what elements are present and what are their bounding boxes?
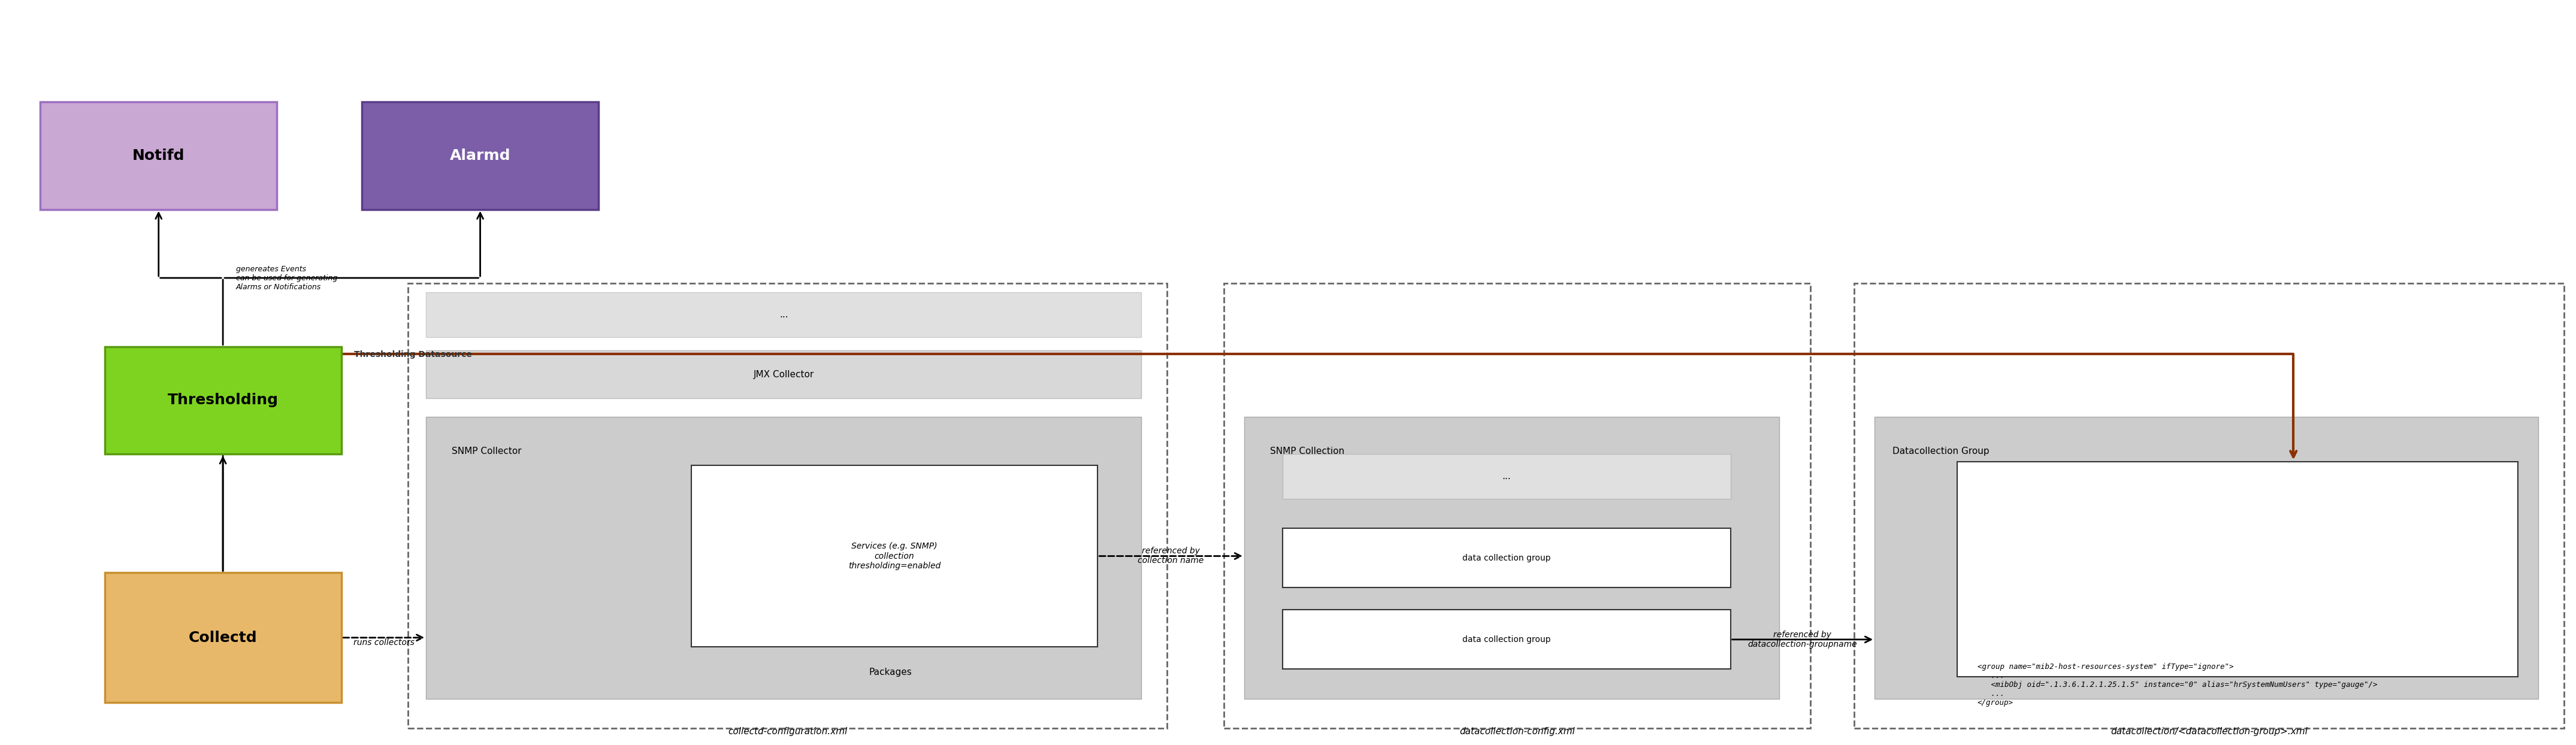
FancyBboxPatch shape bbox=[361, 102, 598, 209]
Text: ...: ... bbox=[1502, 472, 1512, 481]
Text: <group name="mib2-host-resources-system" ifType="ignore">
   ...
   <mibObj oid=: <group name="mib2-host-resources-system"… bbox=[1978, 663, 2378, 707]
FancyBboxPatch shape bbox=[41, 102, 278, 209]
Text: Collectd: Collectd bbox=[188, 630, 258, 645]
FancyBboxPatch shape bbox=[106, 573, 340, 703]
Text: datacollection/<datacollection-group>.xml: datacollection/<datacollection-group>.xm… bbox=[2110, 727, 2308, 736]
FancyBboxPatch shape bbox=[425, 417, 1141, 699]
FancyBboxPatch shape bbox=[106, 346, 340, 454]
Text: runs collectors: runs collectors bbox=[353, 638, 415, 647]
Text: Datacollection Group: Datacollection Group bbox=[1893, 447, 1989, 456]
Text: datacollection-config.xml: datacollection-config.xml bbox=[1458, 727, 1574, 736]
FancyBboxPatch shape bbox=[1958, 461, 2517, 676]
FancyBboxPatch shape bbox=[425, 292, 1141, 337]
Text: SNMP Collection: SNMP Collection bbox=[1270, 447, 1345, 456]
Text: collectd-configuration.xml: collectd-configuration.xml bbox=[729, 727, 848, 736]
Text: Services (e.g. SNMP)
collection
thresholding=enabled: Services (e.g. SNMP) collection threshol… bbox=[848, 542, 940, 570]
Text: data collection group: data collection group bbox=[1463, 635, 1551, 644]
FancyBboxPatch shape bbox=[1283, 610, 1731, 669]
FancyBboxPatch shape bbox=[690, 465, 1097, 647]
Text: ...: ... bbox=[781, 310, 788, 319]
FancyBboxPatch shape bbox=[425, 350, 1141, 399]
Text: Thresholding: Thresholding bbox=[167, 393, 278, 408]
Text: referenced by
collection name: referenced by collection name bbox=[1139, 547, 1203, 565]
FancyBboxPatch shape bbox=[1875, 417, 2537, 699]
FancyBboxPatch shape bbox=[1244, 417, 1780, 699]
FancyBboxPatch shape bbox=[1283, 528, 1731, 588]
Text: JMX Collector: JMX Collector bbox=[752, 370, 814, 379]
Text: genereates Events
can be used for generating
Alarms or Notifications: genereates Events can be used for genera… bbox=[237, 265, 337, 291]
Text: Thresholding Datasource: Thresholding Datasource bbox=[353, 350, 471, 358]
Text: SNMP Collector: SNMP Collector bbox=[451, 447, 523, 456]
Text: Packages: Packages bbox=[868, 668, 912, 676]
Text: Alarmd: Alarmd bbox=[451, 148, 510, 162]
FancyBboxPatch shape bbox=[1283, 454, 1731, 498]
Text: referenced by
datacollection-groupname: referenced by datacollection-groupname bbox=[1749, 630, 1857, 648]
Text: Notifd: Notifd bbox=[131, 148, 185, 162]
Text: data collection group: data collection group bbox=[1463, 554, 1551, 562]
